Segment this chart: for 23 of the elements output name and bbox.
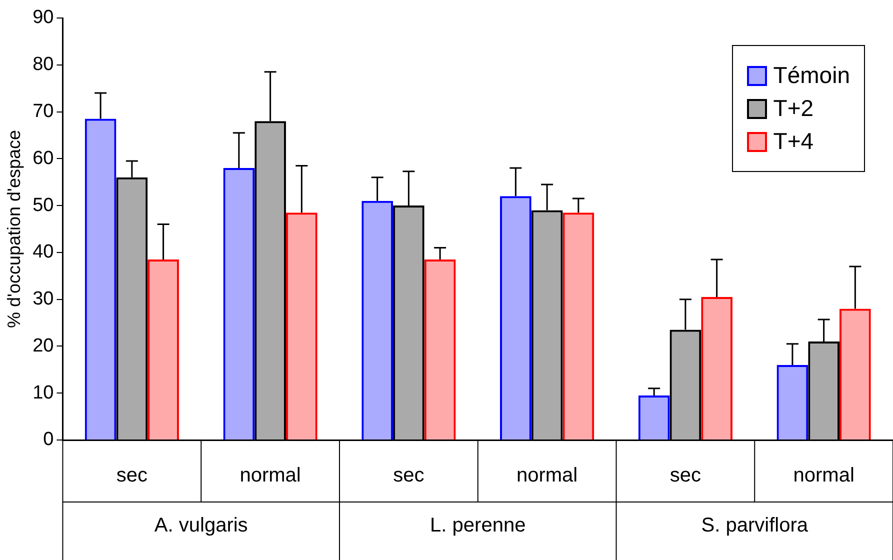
y-tick-label: 60 (32, 148, 54, 169)
legend-label: T+4 (773, 128, 814, 155)
x-tick-label: sec (393, 464, 424, 487)
y-axis-title: % d'occupation d'espace (4, 130, 24, 328)
text: L. perenne (430, 514, 526, 537)
text: S. parviflora (701, 514, 809, 537)
y-tick-label: 10 (32, 382, 54, 404)
y-tick-label: 20 (32, 335, 54, 356)
y-tick-label: 80 (32, 54, 54, 76)
legend-label: T+2 (773, 95, 814, 122)
y-tick-label: 50 (32, 194, 54, 216)
text: A. vulgaris (154, 514, 248, 537)
x-tick-label: normal (793, 464, 854, 487)
y-tick-label: 70 (32, 101, 54, 122)
x-tick-label: sec (670, 464, 701, 487)
legend-label: Témoin (773, 62, 850, 89)
y-tick-label: 90 (32, 7, 54, 28)
y-tick-label: 30 (32, 288, 54, 310)
y-tick-label: 0 (43, 429, 54, 450)
x-tick-label: normal (516, 464, 578, 487)
x-tick-label: sec (116, 464, 148, 487)
y-tick-label: 40 (32, 242, 54, 263)
x-tick-label: normal (240, 464, 301, 487)
